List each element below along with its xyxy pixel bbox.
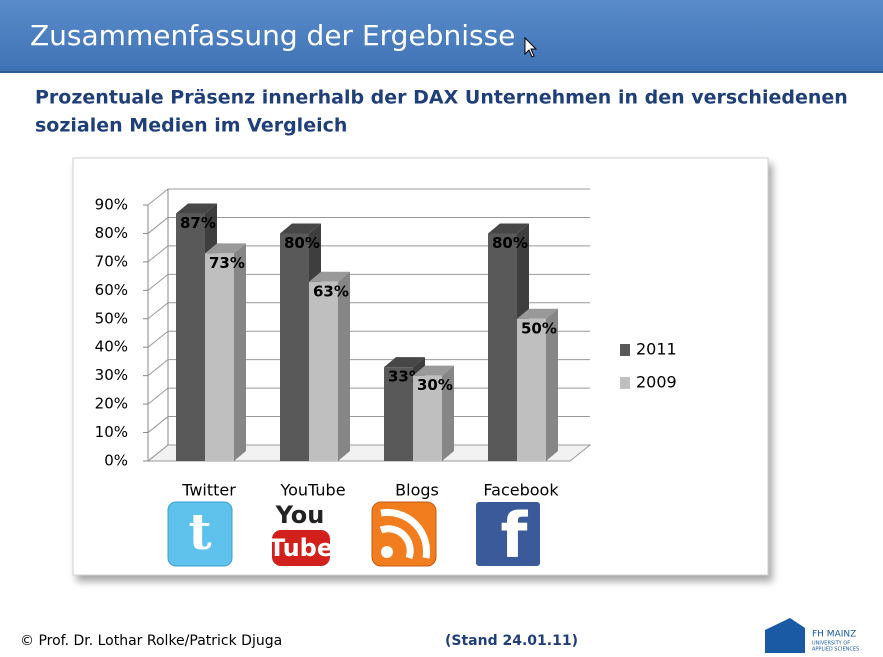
bar [309, 281, 338, 461]
bar-top [205, 243, 246, 254]
grid-line [147, 359, 169, 377]
y-tick-label: 60% [95, 281, 128, 299]
logo-text: FH MAINZ [812, 630, 856, 640]
y-tick-label: 90% [95, 196, 128, 214]
data-label: 50% [521, 319, 557, 337]
back-wall [168, 189, 590, 445]
x-tick-label: YouTube [279, 481, 345, 500]
slide-title: Zusammenfassung der Ergebnisse [30, 19, 515, 52]
y-tick-label: 70% [95, 252, 128, 270]
plot: 0% 10% 20% 30% 40% 50% 60% 70% 80% 90% Twitter 87% 7… [95, 188, 677, 500]
data-label: 87% [180, 214, 216, 232]
facebook-icon: f [476, 499, 540, 572]
bar-top [176, 203, 217, 214]
bar-side [442, 365, 454, 461]
logo-text: APPLIED SCIENCES [812, 647, 859, 653]
y-tick-label: 40% [95, 338, 128, 356]
y-tick-label: 0% [104, 452, 128, 470]
icon-text: Tube [269, 534, 333, 562]
data-label: 73% [209, 254, 245, 272]
legend-swatch [620, 344, 630, 356]
bar-top [413, 365, 454, 376]
bar-side [234, 243, 246, 461]
y-tick-label: 80% [95, 224, 128, 242]
icon-text: f [501, 499, 529, 572]
grid-line [147, 416, 169, 433]
legend-label: 2009 [636, 373, 677, 392]
y-tick-label: 10% [95, 423, 128, 441]
data-label: 80% [492, 234, 528, 252]
bar-side [338, 271, 350, 461]
grid-line [147, 302, 169, 320]
data-label: 80% [284, 234, 320, 252]
bar [413, 375, 442, 461]
cursor [524, 36, 538, 58]
grid-line [147, 273, 169, 291]
legend-label: 2011 [636, 340, 677, 359]
y-tick-label: 20% [95, 395, 128, 413]
grid-line [147, 444, 169, 462]
bar-top [384, 357, 425, 368]
header-bar [0, 0, 883, 72]
grid-line [147, 188, 169, 206]
y-tick-label: 50% [95, 309, 128, 327]
legend-swatch [620, 377, 630, 389]
bar [517, 318, 546, 461]
grid-line [147, 217, 169, 234]
bar-top [309, 271, 350, 282]
bar-top [280, 223, 321, 234]
bar [205, 253, 234, 461]
bar [280, 233, 309, 461]
x-tick-label: Facebook [483, 481, 559, 500]
bar [384, 367, 413, 461]
bar-top [517, 308, 558, 319]
icon-text: t [188, 502, 211, 561]
twitter-icon: t [167, 501, 233, 567]
grid-line [147, 387, 169, 405]
subtitle: Prozentuale Präsenz innerhalb der DAX Un… [35, 87, 848, 109]
data-label: 63% [313, 282, 349, 300]
logo-mark [765, 618, 805, 653]
bar-top [488, 223, 529, 234]
bar [176, 213, 205, 461]
grid-line [147, 330, 169, 348]
grid-line [147, 245, 169, 263]
bar [488, 233, 517, 461]
logo-text: UNIVERSITY OF [812, 641, 850, 647]
footer-author: © Prof. Dr. Lothar Rolke/Patrick Djuga [20, 633, 282, 649]
data-label: 30% [417, 376, 453, 394]
footer-date: (Stand 24.01.11) [445, 633, 578, 649]
bar-side [546, 308, 558, 461]
y-tick-label: 30% [95, 366, 128, 384]
icon-text: You [275, 501, 325, 529]
subtitle: sozialen Medien im Vergleich [35, 115, 347, 137]
x-tick-label: Twitter [181, 481, 236, 500]
youtube-icon: You Tube [269, 501, 333, 566]
rss-icon [371, 501, 437, 567]
x-tick-label: Blogs [395, 481, 439, 500]
